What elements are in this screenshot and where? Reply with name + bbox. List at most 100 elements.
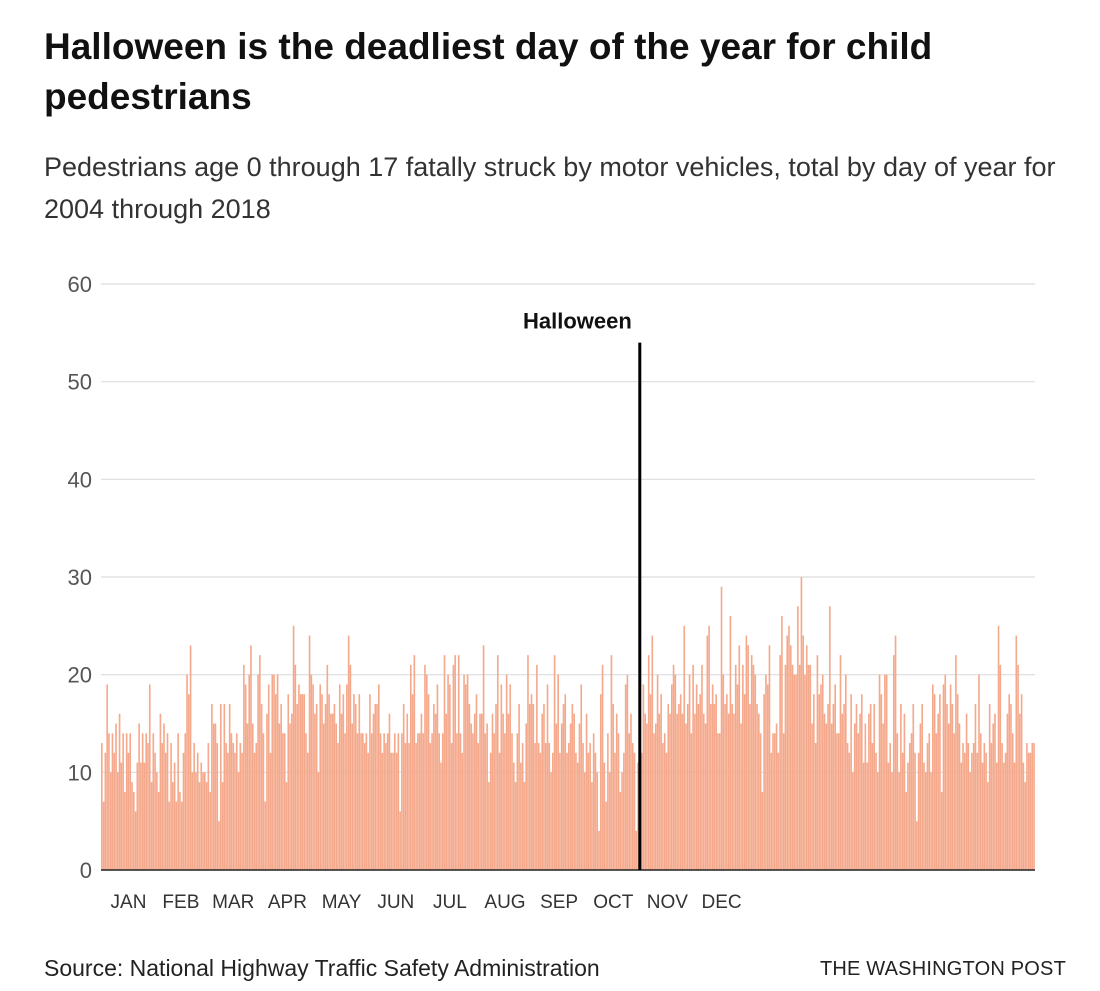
x-axis-ticks: JAN FEB MAR APR MAY JUN JUL AUG SEP OCT NOV DEC: [111, 892, 742, 913]
bar-day-338: [699, 694, 702, 870]
bar-day-219: [488, 782, 490, 870]
bar-day-399: [807, 664, 810, 870]
bar-day-348: [717, 733, 719, 870]
bar-day-143: [353, 694, 355, 870]
bar-day-499: [985, 752, 987, 870]
bar-day-122: [315, 703, 318, 870]
bar-day-211: [473, 713, 476, 870]
bar-day-360: [738, 645, 741, 870]
bar-day-433: [868, 713, 870, 870]
bar-day-314: [656, 674, 659, 870]
bar-day-50: [188, 694, 190, 870]
chart-title: Halloween is the deadliest day of the ye…: [44, 26, 933, 117]
bar-day-229: [505, 674, 508, 870]
bar-day-35: [161, 743, 163, 870]
bar-day-60: [205, 782, 208, 870]
bar-day-482: [955, 655, 957, 870]
bar-day-386: [784, 664, 787, 870]
bar-day-373: [761, 791, 764, 870]
bar-day-309: [647, 655, 650, 870]
bar-day-431: [864, 723, 867, 870]
bar-day-53: [193, 743, 195, 870]
bar-day-297: [626, 674, 629, 870]
bar-day-46: [180, 801, 183, 870]
bar-day-246: [536, 664, 538, 870]
bar-day-437: [875, 752, 877, 870]
bar-day-293: [619, 791, 622, 870]
bar-day-207: [466, 674, 469, 870]
bar-day-510: [1004, 752, 1007, 870]
bar-day-38: [166, 733, 169, 870]
bar-day-455: [907, 762, 909, 870]
bar-day-463: [921, 703, 923, 870]
bar-day-248: [539, 752, 542, 870]
bar-day-171: [402, 703, 405, 870]
bar-day-414: [834, 684, 836, 870]
bar-day-501: [988, 703, 991, 870]
bar-day-10: [116, 772, 119, 870]
bar-day-446: [891, 772, 893, 870]
bar-day-457: [910, 733, 913, 870]
bar-day-413: [832, 703, 835, 870]
bar-day-291: [615, 713, 618, 870]
bar-day-8: [113, 752, 116, 870]
bar-day-193: [441, 733, 444, 870]
bar-day-492: [972, 743, 975, 870]
bar-day-313: [655, 723, 657, 870]
bar-day-99: [275, 694, 277, 870]
bar-day-92: [262, 733, 265, 870]
bar-day-451: [900, 703, 902, 870]
bar-day-128: [326, 664, 329, 870]
bar-day-179: [417, 733, 419, 870]
bar-day-241: [527, 655, 529, 870]
bar-day-206: [465, 684, 467, 870]
bar-day-262: [564, 694, 567, 870]
bar-day-155: [374, 703, 377, 870]
bar-day-430: [862, 762, 865, 870]
bar-day-76: [234, 752, 236, 870]
bar-day-5: [108, 733, 110, 870]
bar-day-120: [312, 684, 314, 870]
bar-day-340: [702, 713, 705, 870]
bar-day-48: [184, 733, 187, 870]
bar-day-77: [235, 733, 238, 870]
bar-day-243: [530, 694, 533, 870]
bar-day-374: [763, 694, 765, 870]
bar-day-25: [143, 762, 146, 870]
bar-day-439: [878, 674, 881, 870]
bar-day-525: [1031, 743, 1034, 870]
bar-day-281: [598, 830, 600, 870]
bar-day-500: [987, 782, 989, 870]
bar-day-203: [459, 733, 462, 870]
bar-day-323: [672, 664, 675, 870]
bar-day-311: [651, 635, 654, 870]
bar-day-72: [227, 752, 229, 870]
bar-day-107: [289, 723, 291, 870]
bar-day-276: [589, 743, 591, 870]
bar-day-135: [338, 684, 341, 870]
bar-day-39: [168, 801, 171, 870]
bar-day-131: [331, 713, 334, 870]
bar-day-93: [264, 801, 266, 870]
bar-day-225: [498, 752, 501, 870]
bar-day-352: [724, 703, 726, 870]
bar-day-212: [475, 694, 478, 870]
bar-day-410: [827, 703, 829, 870]
bar-day-292: [617, 733, 620, 870]
bar-day-197: [449, 684, 451, 870]
bar-day-423: [850, 694, 852, 870]
bar-day-195: [445, 713, 448, 870]
bar-day-347: [715, 694, 718, 870]
bar-day-294: [621, 772, 623, 870]
bar-day-481: [953, 733, 955, 870]
bar-day-376: [766, 684, 769, 870]
bar-day-478: [947, 723, 950, 870]
month-label-dec: DEC: [702, 892, 742, 913]
bar-day-404: [816, 655, 819, 870]
bar-day-358: [734, 664, 737, 870]
bar-day-420: [845, 674, 847, 870]
bar-day-299: [630, 713, 632, 870]
bar-day-356: [731, 703, 733, 870]
publisher-credit: THE WASHINGTON POST: [819, 958, 1066, 980]
month-label-feb: FEB: [162, 892, 199, 913]
